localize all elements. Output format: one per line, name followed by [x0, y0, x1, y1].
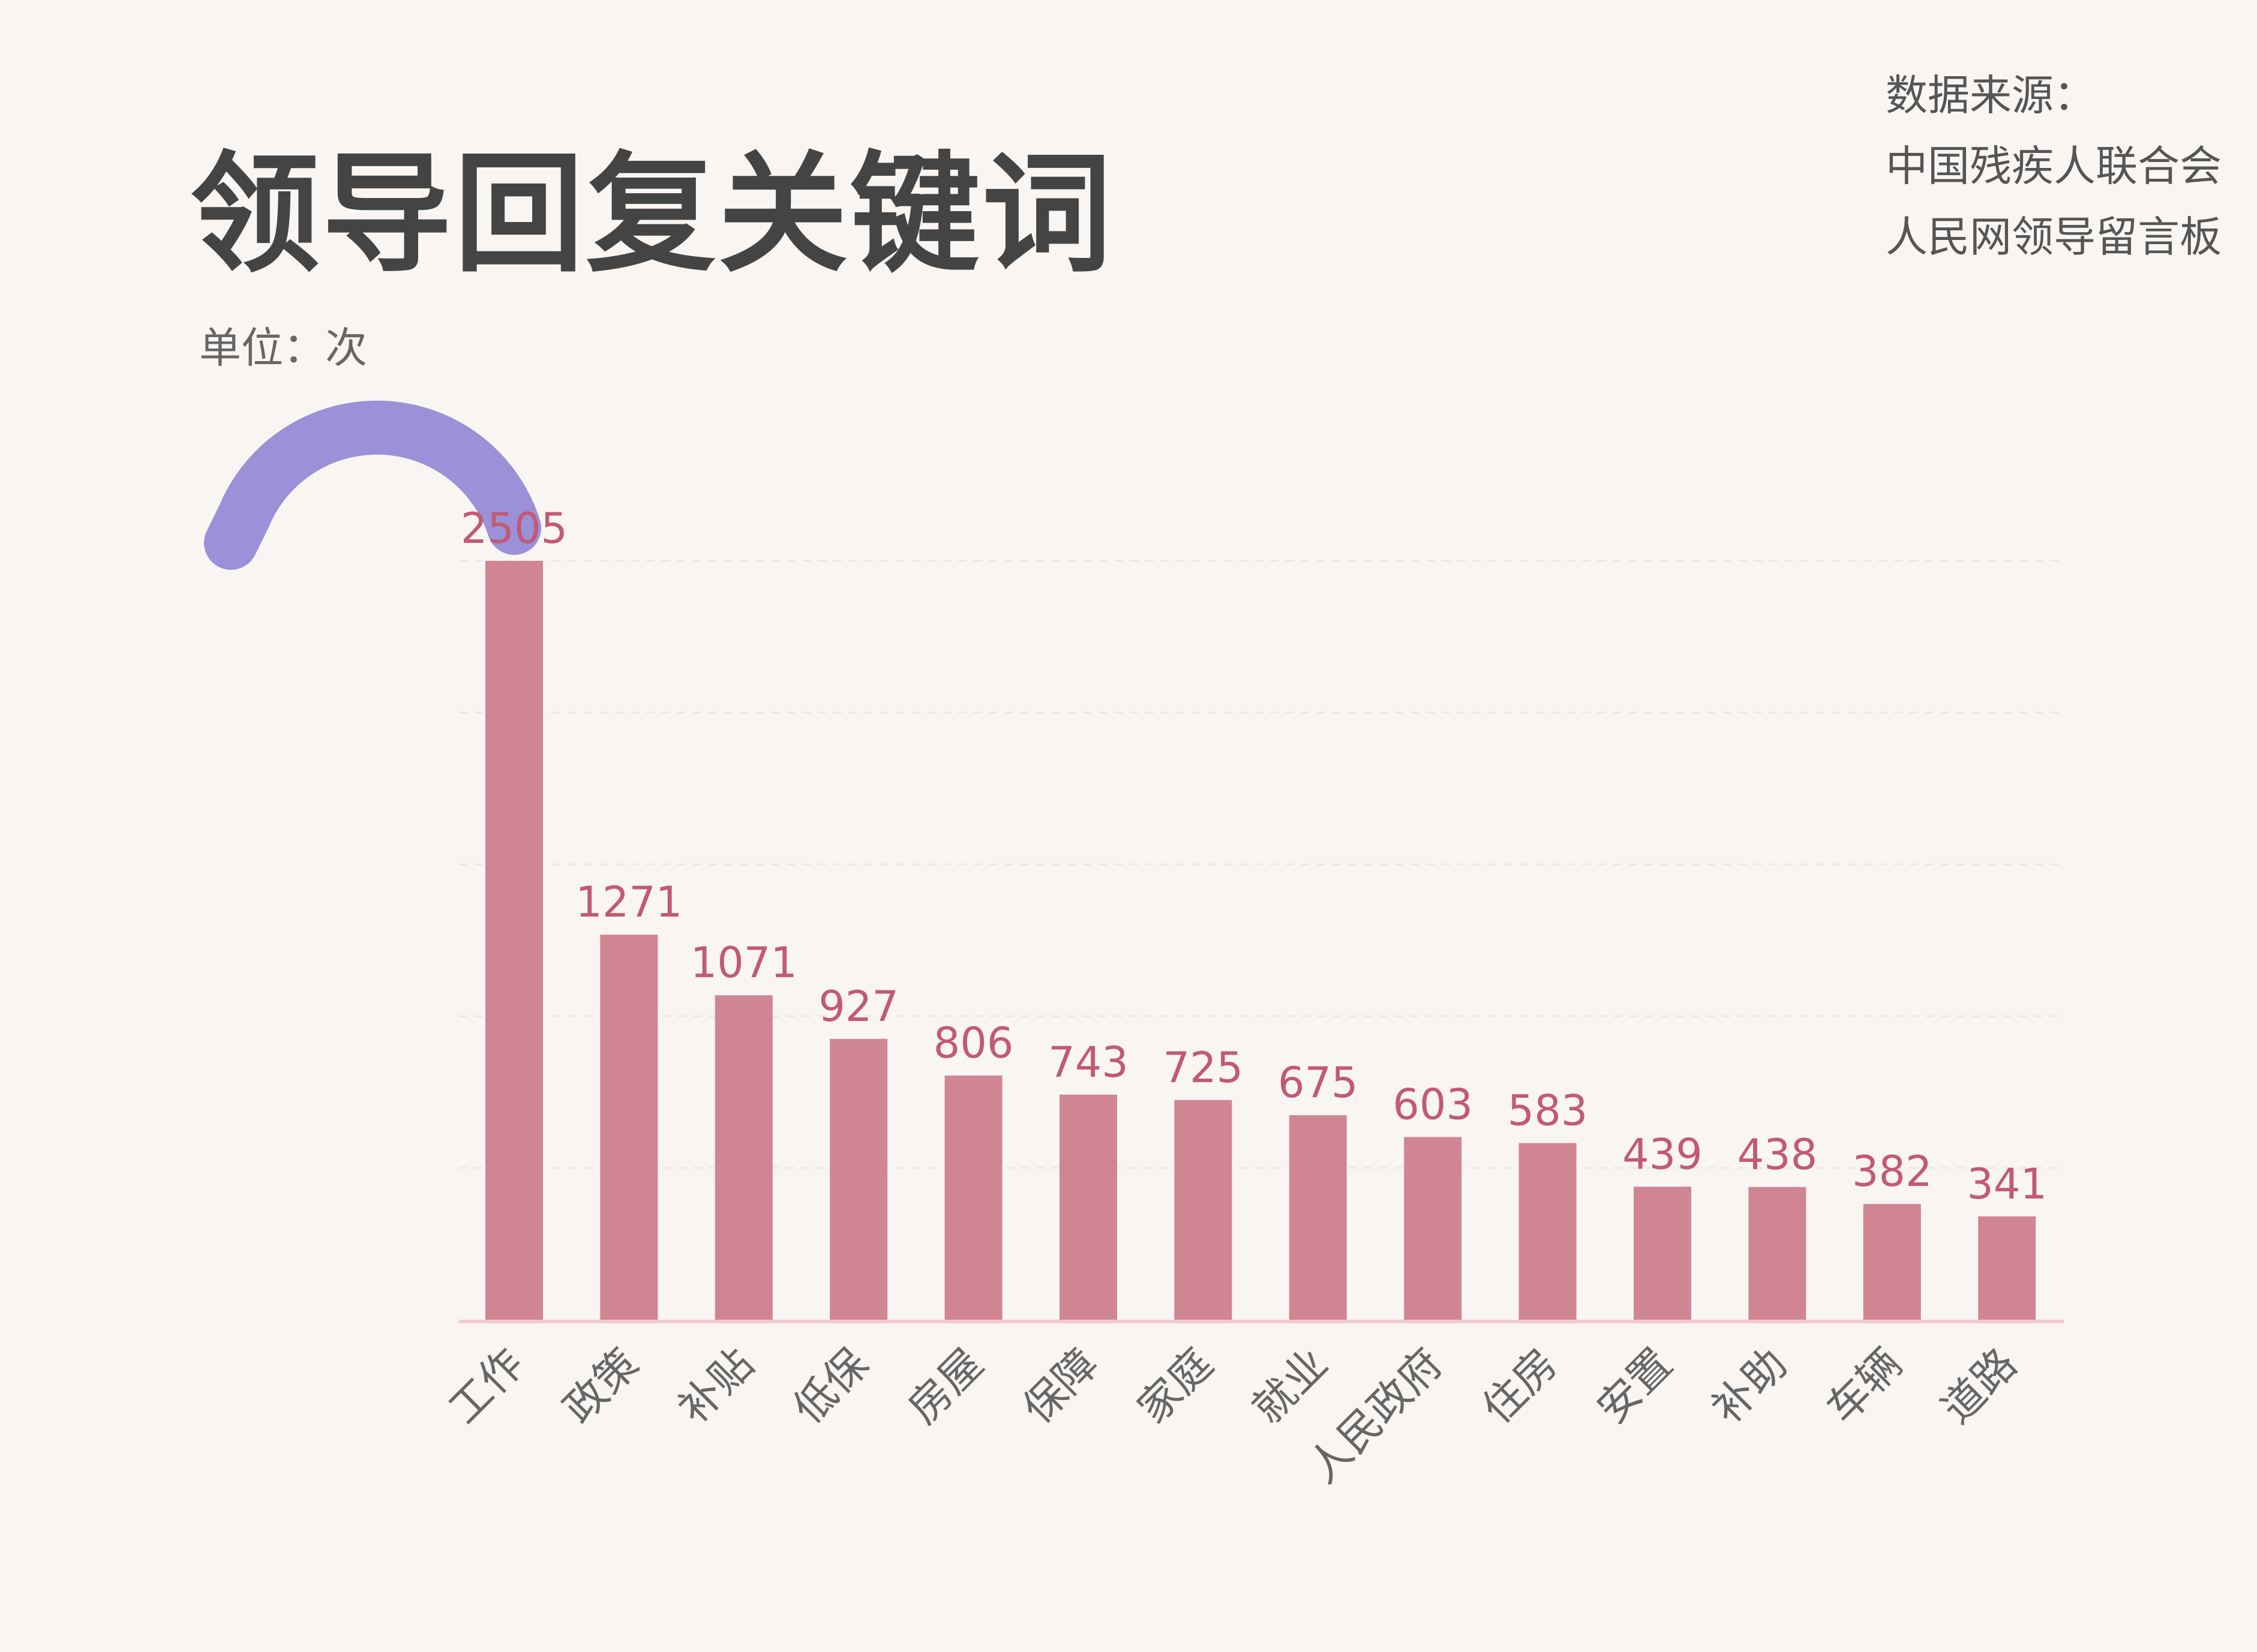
value-label: 675	[1278, 1058, 1358, 1107]
value-label: 806	[934, 1019, 1014, 1068]
value-label: 2505	[461, 504, 568, 553]
bar	[600, 935, 658, 1320]
source-line: 人民网领导留言板	[1886, 212, 2222, 262]
bar	[944, 1075, 1003, 1320]
chart-title: 领导回复关键词	[190, 139, 1115, 290]
x-tick-label: 补助	[1702, 1339, 1796, 1433]
bar	[1060, 1094, 1117, 1320]
x-tick-label: 工作	[439, 1339, 533, 1433]
gridlines	[459, 560, 2064, 1169]
value-label: 438	[1737, 1130, 1818, 1179]
bar	[1518, 1143, 1577, 1320]
value-label: 1071	[691, 938, 797, 987]
bar	[1978, 1216, 2036, 1320]
bar	[1863, 1204, 1921, 1320]
bars	[485, 561, 2036, 1320]
bar	[1174, 1100, 1232, 1320]
bar	[1404, 1137, 1462, 1320]
x-tick-label: 低保	[784, 1339, 878, 1433]
bar	[715, 995, 773, 1320]
x-tick-label: 政策	[554, 1339, 648, 1433]
unit-label: 单位：次	[199, 323, 367, 373]
value-label: 725	[1163, 1043, 1244, 1092]
value-label: 382	[1852, 1147, 1932, 1196]
value-label: 603	[1392, 1080, 1473, 1129]
x-tick-label: 道路	[1932, 1339, 2026, 1433]
bar	[485, 561, 543, 1320]
value-label: 439	[1622, 1130, 1703, 1179]
x-tick-label: 房屋	[899, 1339, 993, 1433]
value-label: 583	[1508, 1086, 1588, 1136]
bar	[1748, 1187, 1806, 1320]
bar	[1289, 1115, 1347, 1320]
bar	[1634, 1187, 1691, 1320]
x-tick-label: 保障	[1013, 1339, 1108, 1433]
value-label: 743	[1048, 1038, 1128, 1087]
x-tick-label: 家庭	[1128, 1339, 1222, 1433]
value-label: 341	[1967, 1160, 2047, 1209]
value-label: 927	[818, 982, 899, 1031]
cane-handle-arc	[204, 400, 541, 570]
bar	[830, 1038, 888, 1320]
x-tick-label: 补贴	[669, 1339, 763, 1433]
x-tick-label: 住房	[1473, 1339, 1567, 1433]
source-line: 中国残疾人联合会	[1886, 142, 2222, 191]
x-tick-label: 车辆	[1817, 1339, 1911, 1433]
value-label: 1271	[575, 878, 682, 927]
data-source: 数据来源： 中国残疾人联合会 人民网领导留言板	[1886, 60, 2222, 272]
source-heading: 数据来源：	[1886, 71, 2096, 120]
x-tick-label: 就业	[1243, 1339, 1337, 1433]
x-tick-label: 安置	[1587, 1339, 1682, 1433]
